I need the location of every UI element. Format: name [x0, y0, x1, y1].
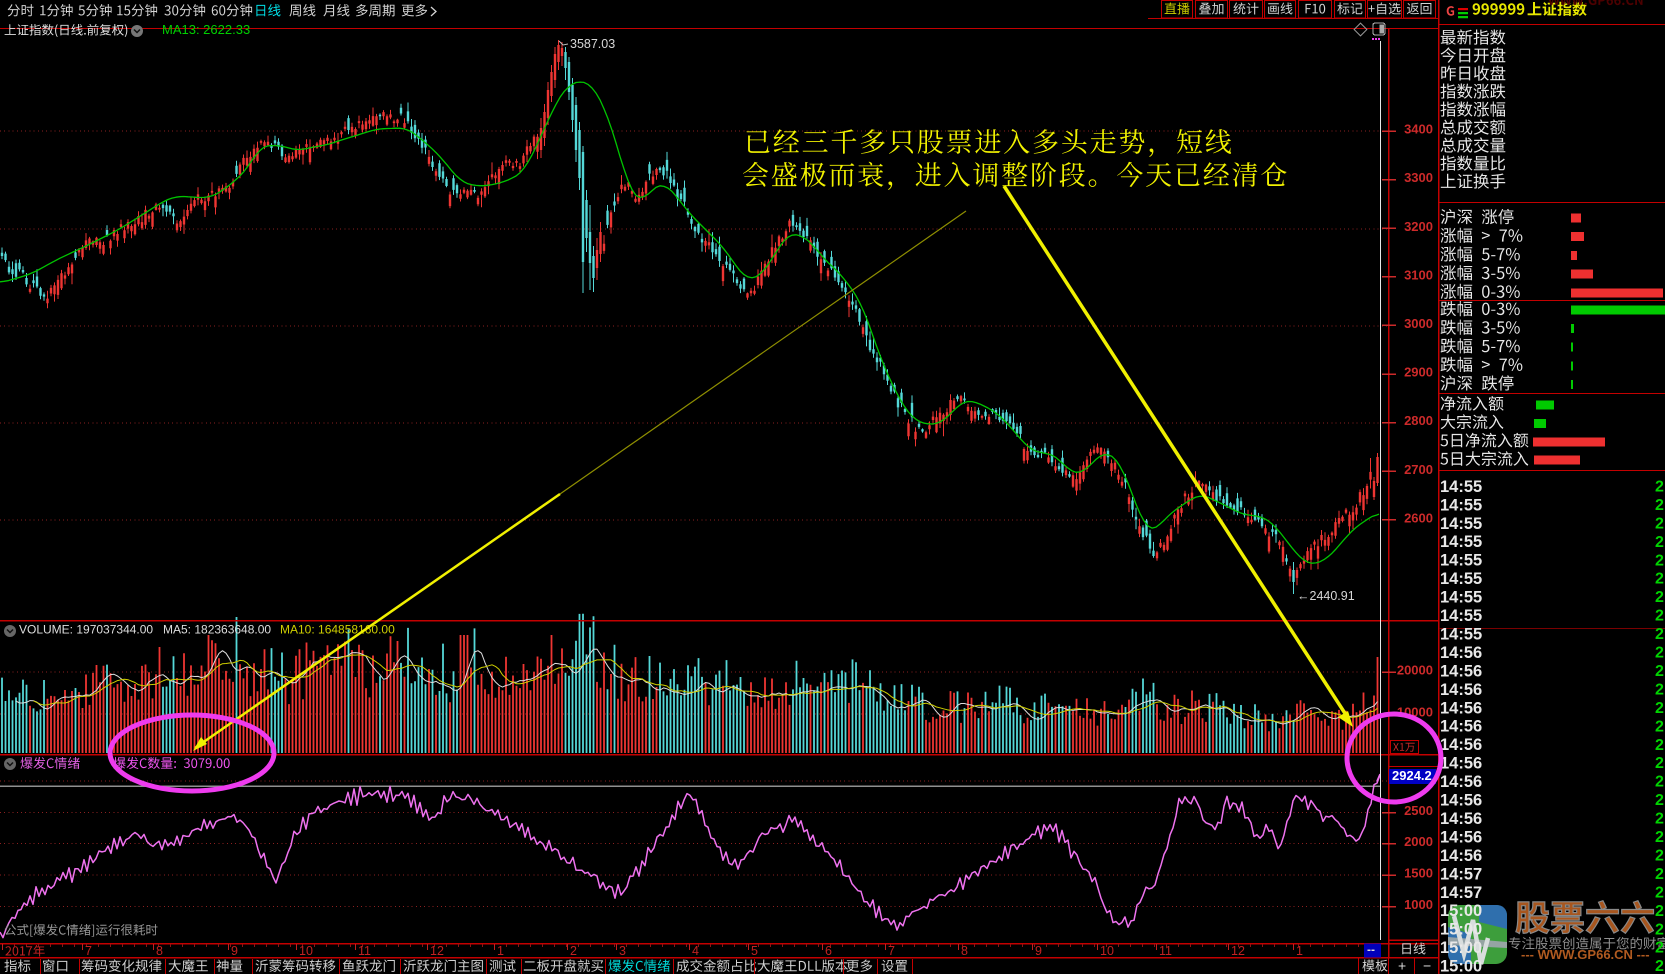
svg-text:2: 2 [1655, 737, 1664, 754]
svg-text:7: 7 [85, 944, 92, 958]
svg-text:14:57: 14:57 [1440, 865, 1482, 883]
svg-text:10: 10 [299, 944, 313, 958]
svg-text:MA5: 182363648.00: MA5: 182363648.00 [163, 622, 271, 636]
svg-text:10: 10 [1100, 944, 1114, 958]
svg-text:2: 2 [1655, 663, 1664, 680]
svg-text:2: 2 [1655, 940, 1664, 957]
svg-text:2: 2 [1655, 774, 1664, 791]
svg-text:3587.03: 3587.03 [570, 37, 615, 51]
svg-text:2: 2 [1655, 681, 1664, 698]
svg-text:15:00: 15:00 [1440, 958, 1482, 974]
svg-text:14:56: 14:56 [1440, 773, 1482, 791]
svg-text:14:56: 14:56 [1440, 662, 1482, 680]
svg-text:2: 2 [1655, 718, 1664, 735]
svg-text:2500: 2500 [1404, 803, 1433, 818]
svg-text:MA13: 2622.33: MA13: 2622.33 [162, 22, 250, 37]
svg-text:2: 2 [1655, 921, 1664, 938]
svg-text:14:56: 14:56 [1440, 681, 1482, 699]
svg-text:1000: 1000 [1404, 897, 1433, 912]
svg-text:14:56: 14:56 [1440, 718, 1482, 736]
svg-text:14:55: 14:55 [1440, 515, 1482, 533]
svg-text:3200: 3200 [1404, 219, 1433, 234]
svg-text:14:56: 14:56 [1440, 810, 1482, 828]
svg-text:14:56: 14:56 [1440, 699, 1482, 717]
svg-text:11: 11 [358, 944, 371, 958]
svg-text:2000: 2000 [1404, 834, 1433, 849]
svg-text:−: − [1423, 957, 1431, 973]
svg-text:14:55: 14:55 [1440, 626, 1482, 644]
svg-text:8: 8 [156, 944, 163, 958]
svg-text:3100: 3100 [1404, 267, 1433, 282]
svg-text:MA10: 164858160.00: MA10: 164858160.00 [280, 622, 395, 636]
svg-text:14:56: 14:56 [1440, 755, 1482, 773]
svg-text:1: 1 [1296, 944, 1303, 958]
svg-text:2: 2 [1655, 792, 1664, 809]
svg-text:14:56: 14:56 [1440, 828, 1482, 846]
svg-text:2: 2 [1655, 515, 1664, 532]
svg-text:15:00: 15:00 [1440, 939, 1482, 957]
svg-text:1: 1 [497, 944, 504, 958]
svg-text:2: 2 [1655, 903, 1664, 920]
svg-text:14:55: 14:55 [1440, 607, 1482, 625]
svg-text:2: 2 [1655, 497, 1664, 514]
svg-text:2: 2 [1655, 626, 1664, 643]
svg-text:2: 2 [1655, 479, 1664, 496]
svg-text:+: + [1398, 957, 1406, 973]
svg-text:14:57: 14:57 [1440, 884, 1482, 902]
svg-text:14:55: 14:55 [1440, 589, 1482, 607]
svg-text:20000: 20000 [1397, 663, 1433, 678]
svg-text:2: 2 [1655, 866, 1664, 883]
svg-text:7: 7 [888, 944, 895, 958]
svg-text:2: 2 [1655, 552, 1664, 569]
svg-text:2: 2 [1655, 958, 1664, 974]
svg-text:1500: 1500 [1404, 866, 1433, 881]
svg-text:2924.2: 2924.2 [1392, 768, 1432, 783]
svg-text:11: 11 [1159, 944, 1172, 958]
svg-text:2: 2 [1655, 884, 1664, 901]
svg-text:3000: 3000 [1404, 316, 1433, 331]
svg-text:14:55: 14:55 [1440, 552, 1482, 570]
svg-text:3300: 3300 [1404, 170, 1433, 185]
svg-text:2: 2 [1655, 755, 1664, 772]
svg-text:5: 5 [751, 944, 758, 958]
svg-text:2: 2 [1655, 645, 1664, 662]
svg-text:14:55: 14:55 [1440, 570, 1482, 588]
svg-text:2: 2 [1655, 589, 1664, 606]
svg-text:9: 9 [1035, 944, 1042, 958]
svg-text:2: 2 [570, 944, 577, 958]
svg-text:8: 8 [961, 944, 968, 958]
svg-text:14:56: 14:56 [1440, 792, 1482, 810]
svg-text:14:56: 14:56 [1440, 847, 1482, 865]
svg-text:2900: 2900 [1404, 365, 1433, 380]
svg-text:2: 2 [1655, 848, 1664, 865]
svg-text:2600: 2600 [1404, 510, 1433, 525]
svg-text:VOLUME: 197037344.00: VOLUME: 197037344.00 [19, 622, 153, 636]
svg-text:4: 4 [692, 944, 699, 958]
svg-text:2: 2 [1655, 811, 1664, 828]
svg-text:2800: 2800 [1404, 413, 1433, 428]
svg-text:--- WWW.GP66.CN ---: --- WWW.GP66.CN --- [1521, 947, 1650, 962]
svg-text:2: 2 [1655, 571, 1664, 588]
svg-text:15:00: 15:00 [1440, 902, 1482, 920]
svg-text:2: 2 [1655, 534, 1664, 551]
svg-text:15:00: 15:00 [1440, 921, 1482, 939]
svg-text:3: 3 [619, 944, 626, 958]
svg-text:14:56: 14:56 [1440, 736, 1482, 754]
svg-text:2: 2 [1655, 608, 1664, 625]
svg-text:6: 6 [825, 944, 832, 958]
svg-text:2: 2 [1655, 700, 1664, 717]
svg-text:14:56: 14:56 [1440, 644, 1482, 662]
svg-text:--: -- [1367, 942, 1375, 956]
svg-text:2700: 2700 [1404, 462, 1433, 477]
svg-text:9: 9 [231, 944, 238, 958]
svg-text:14:55: 14:55 [1440, 478, 1482, 496]
svg-text:12: 12 [430, 944, 444, 958]
svg-text:12: 12 [1231, 944, 1245, 958]
svg-text:14:55: 14:55 [1440, 496, 1482, 514]
svg-text:3400: 3400 [1404, 122, 1433, 137]
svg-text:←2440.91: ←2440.91 [1297, 589, 1355, 603]
svg-text:14:55: 14:55 [1440, 533, 1482, 551]
svg-text:2: 2 [1655, 829, 1664, 846]
